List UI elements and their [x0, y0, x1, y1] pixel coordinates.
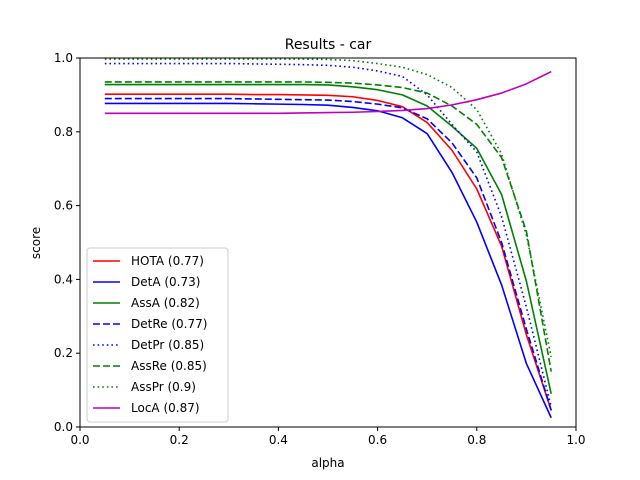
- y-tick-label: 0.0: [54, 420, 73, 434]
- y-tick-label: 0.4: [54, 272, 73, 286]
- y-tick-label: 0.2: [54, 346, 73, 360]
- legend: HOTA (0.77) DetA (0.73) AssA (0.82) DetRe (…: [86, 247, 229, 423]
- legend-entry-label: DetPr (0.85): [131, 338, 204, 352]
- x-axis-label: alpha: [311, 456, 344, 470]
- legend-entry-label: AssRe (0.85): [131, 359, 207, 373]
- x-tick-label: 0.8: [467, 433, 486, 447]
- x-tick-label: 0.6: [368, 433, 387, 447]
- plot-frame: [79, 57, 577, 428]
- series-line-detpr: [104, 62, 552, 407]
- legend-entry-label: LocA (0.87): [131, 401, 200, 415]
- series-line-assa: [104, 83, 552, 394]
- legend-entry-label: DetRe (0.77): [131, 317, 207, 331]
- series-line-hota: [104, 93, 552, 411]
- chart-title: Results - car: [285, 37, 372, 53]
- x-axis: 0.0 0.2 0.4 0.6 0.8 1.0: [70, 427, 586, 447]
- series-line-deta: [104, 102, 552, 419]
- x-tick-label: 0.2: [170, 433, 189, 447]
- series-line-asspr: [104, 58, 552, 358]
- x-tick-label: 0.4: [269, 433, 288, 447]
- legend-entry-label: AssA (0.82): [131, 296, 200, 310]
- legend-entry-label: AssPr (0.9): [131, 380, 196, 394]
- legend-entry-label: DetA (0.73): [131, 275, 200, 289]
- series-line-assre: [104, 81, 552, 372]
- x-tick-label: 0.0: [70, 433, 89, 447]
- legend-box: [86, 247, 229, 423]
- series-line-detre: [104, 97, 552, 411]
- series-line-loca: [104, 70, 552, 115]
- y-axis-label: score: [29, 227, 43, 259]
- series-lines: [104, 58, 552, 419]
- y-tick-label: 0.8: [54, 125, 73, 139]
- x-tick-label: 1.0: [566, 433, 585, 447]
- legend-entry-label: HOTA (0.77): [131, 254, 204, 268]
- y-tick-label: 1.0: [54, 51, 73, 65]
- y-axis: 0.0 0.2 0.4 0.6 0.8 1.0: [54, 51, 80, 434]
- y-tick-label: 0.6: [54, 199, 73, 213]
